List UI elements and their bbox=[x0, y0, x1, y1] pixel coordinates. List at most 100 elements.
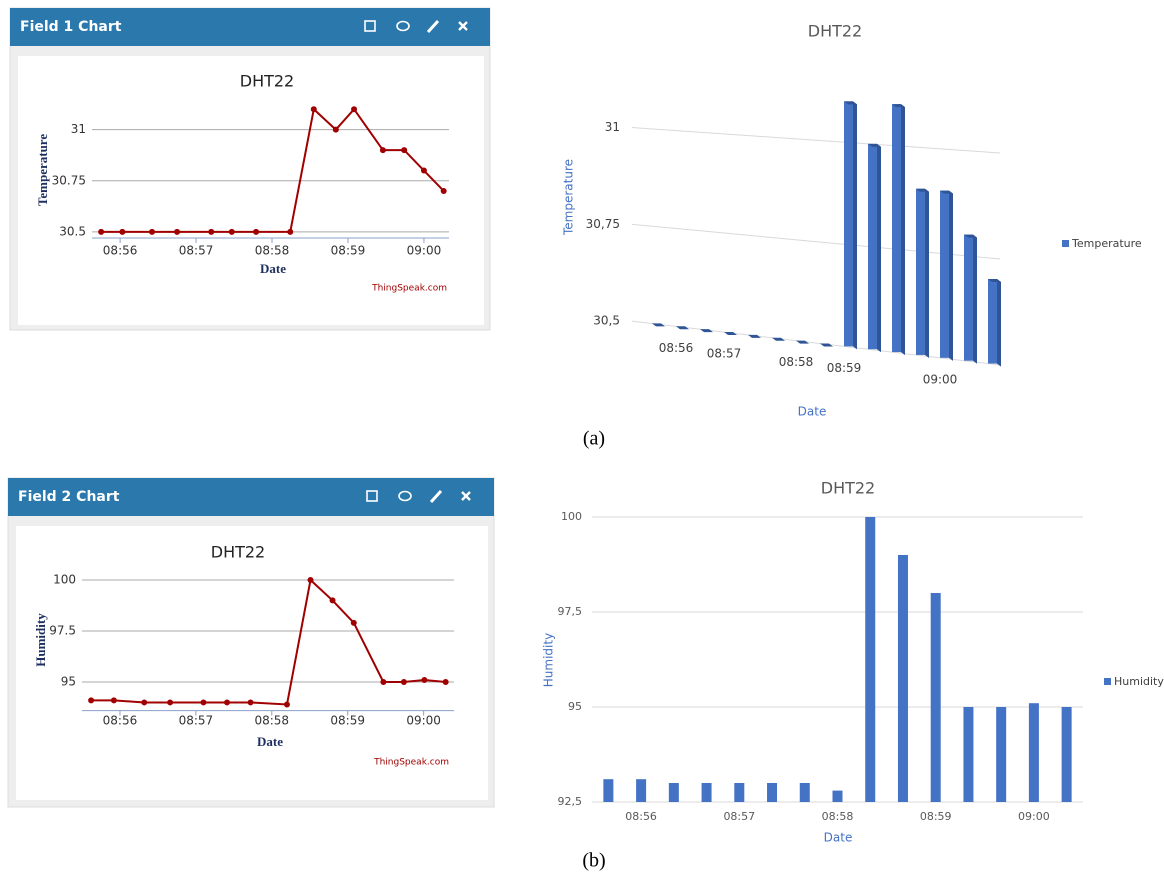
data-point bbox=[351, 106, 358, 113]
x-tick-label: 08:56 bbox=[103, 714, 138, 728]
bar bbox=[868, 143, 877, 350]
bar-top bbox=[964, 234, 977, 238]
x-tick-label: 08:58 bbox=[822, 810, 854, 823]
x-tick-label: 08:58 bbox=[255, 244, 290, 258]
data-point bbox=[380, 679, 387, 686]
panel-header bbox=[8, 478, 494, 516]
grid-line bbox=[631, 223, 1001, 260]
bar bbox=[734, 783, 745, 802]
x-tick-label: 08:59 bbox=[330, 714, 365, 728]
chart-title: DHT22 bbox=[211, 543, 265, 562]
bar-top bbox=[772, 337, 785, 341]
credit: ThingSpeak.com bbox=[371, 284, 447, 294]
close-icon[interactable] bbox=[458, 21, 468, 31]
data-point bbox=[421, 676, 428, 683]
bar bbox=[892, 104, 901, 353]
x-axis-title: Date bbox=[257, 734, 283, 749]
data-point bbox=[247, 699, 254, 706]
bar bbox=[668, 783, 679, 802]
bar-top bbox=[700, 329, 713, 333]
chart-title: DHT22 bbox=[240, 72, 294, 91]
bar bbox=[799, 783, 810, 802]
data-point bbox=[98, 228, 105, 235]
panel-title: Field 1 Chart bbox=[20, 19, 122, 35]
header-icons[interactable] bbox=[364, 19, 468, 34]
chart-area bbox=[16, 526, 488, 800]
y-tick-label: 30.5 bbox=[59, 224, 86, 238]
comment-icon[interactable] bbox=[396, 20, 410, 32]
x-tick-label: 08:59 bbox=[827, 361, 862, 375]
y-tick-label: 95 bbox=[61, 675, 76, 689]
data-point bbox=[350, 619, 357, 626]
bar-side bbox=[973, 234, 977, 364]
panel-header bbox=[10, 8, 490, 46]
bar-top bbox=[676, 326, 689, 330]
bar bbox=[940, 190, 949, 358]
bar bbox=[603, 779, 614, 802]
data-point bbox=[287, 228, 294, 235]
bar-top bbox=[748, 334, 761, 338]
panel-title: Field 2 Chart bbox=[18, 489, 120, 505]
panel-1: Field 1 Chart bbox=[9, 7, 491, 331]
x-tick-label: 09:00 bbox=[407, 244, 442, 258]
bar-side bbox=[925, 188, 929, 358]
comment-icon[interactable] bbox=[398, 490, 412, 502]
x-tick-label: 08:57 bbox=[723, 810, 755, 823]
bar-top bbox=[724, 332, 737, 336]
grid-line bbox=[631, 127, 1001, 154]
y-axis-title: Temperature bbox=[562, 159, 576, 236]
caption: (b) bbox=[582, 850, 605, 872]
bar-top bbox=[820, 343, 833, 347]
data-point bbox=[307, 577, 314, 584]
edit-icon[interactable] bbox=[429, 489, 443, 504]
data-point bbox=[110, 697, 117, 704]
data-point bbox=[141, 699, 148, 706]
x-tick-label: 08:58 bbox=[254, 714, 289, 728]
bar-side bbox=[853, 101, 857, 350]
bar bbox=[1061, 707, 1072, 802]
y-tick-label: 97.5 bbox=[49, 624, 76, 638]
data-point bbox=[442, 679, 449, 686]
bar-top bbox=[940, 190, 953, 194]
chart-area bbox=[18, 56, 484, 325]
data-point bbox=[119, 228, 126, 235]
x-axis-title: Date bbox=[260, 261, 286, 276]
data-point bbox=[379, 147, 386, 154]
caption: (a) bbox=[583, 428, 605, 450]
chart-title: DHT22 bbox=[808, 22, 862, 41]
data-point bbox=[283, 701, 290, 708]
data-point bbox=[440, 187, 447, 194]
y-tick-label: 100 bbox=[561, 510, 582, 523]
bar-side bbox=[901, 104, 905, 356]
data-point bbox=[228, 228, 235, 235]
y-tick-label: 30.75 bbox=[52, 173, 86, 187]
x-axis-title: Date bbox=[824, 831, 853, 845]
data-point bbox=[167, 699, 174, 706]
y-tick-label: 31 bbox=[605, 120, 620, 134]
x-tick-label: 08:56 bbox=[659, 341, 694, 355]
credit: ThingSpeak.com bbox=[373, 758, 449, 768]
bar bbox=[767, 783, 778, 802]
data-point bbox=[174, 228, 181, 235]
y-tick-label: 30,5 bbox=[593, 314, 620, 328]
data-point bbox=[208, 228, 215, 235]
data-point bbox=[420, 167, 427, 174]
y-tick-label: 97,5 bbox=[558, 605, 583, 618]
data-point bbox=[200, 699, 207, 706]
data-point bbox=[332, 126, 339, 133]
x-tick-label: 08:57 bbox=[179, 244, 214, 258]
y-axis-title: Humidity bbox=[33, 613, 48, 667]
open-icon[interactable] bbox=[366, 490, 378, 502]
open-icon[interactable] bbox=[364, 20, 376, 32]
bar bbox=[844, 101, 853, 347]
bar-top bbox=[916, 188, 929, 192]
bar bbox=[916, 188, 925, 355]
bar bbox=[963, 707, 974, 802]
data-point bbox=[88, 697, 95, 704]
bar bbox=[1028, 703, 1039, 802]
bar bbox=[964, 234, 973, 361]
x-tick-label: 09:00 bbox=[923, 372, 958, 386]
close-icon[interactable] bbox=[461, 491, 471, 501]
edit-icon[interactable] bbox=[426, 19, 440, 34]
header-icons[interactable] bbox=[366, 489, 471, 504]
